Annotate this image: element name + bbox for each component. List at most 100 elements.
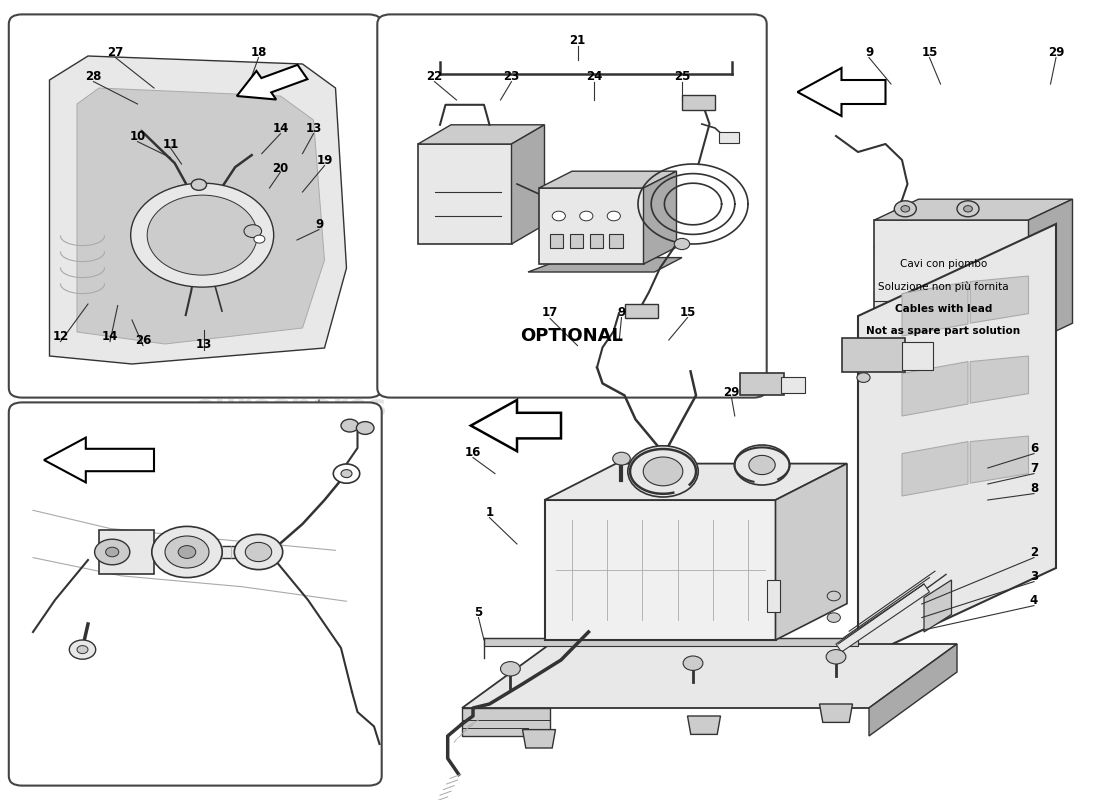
Text: 9: 9 bbox=[617, 306, 626, 318]
Polygon shape bbox=[869, 644, 957, 736]
Text: 4: 4 bbox=[1030, 594, 1038, 606]
Text: 6: 6 bbox=[1030, 442, 1038, 454]
Circle shape bbox=[244, 225, 262, 238]
Circle shape bbox=[957, 201, 979, 217]
Polygon shape bbox=[902, 442, 968, 496]
Text: Not as spare part solution: Not as spare part solution bbox=[866, 326, 1021, 336]
Text: 17: 17 bbox=[542, 306, 558, 318]
Circle shape bbox=[613, 452, 630, 465]
Polygon shape bbox=[798, 68, 886, 116]
Text: 13: 13 bbox=[306, 122, 321, 134]
Bar bbox=[767, 580, 780, 612]
Circle shape bbox=[254, 235, 265, 243]
Polygon shape bbox=[418, 125, 544, 144]
Polygon shape bbox=[462, 708, 550, 736]
Text: 28: 28 bbox=[86, 70, 101, 82]
Circle shape bbox=[894, 201, 916, 217]
Polygon shape bbox=[462, 644, 957, 708]
Text: 15: 15 bbox=[922, 46, 937, 58]
Bar bbox=[988, 282, 1010, 294]
Text: OPTIONAL: OPTIONAL bbox=[520, 327, 624, 345]
Text: 21: 21 bbox=[570, 34, 585, 46]
Bar bbox=[238, 215, 262, 243]
Text: 16: 16 bbox=[465, 446, 481, 458]
Text: 23: 23 bbox=[504, 70, 519, 82]
FancyBboxPatch shape bbox=[9, 402, 382, 786]
Polygon shape bbox=[539, 171, 676, 188]
Polygon shape bbox=[512, 125, 544, 244]
Text: 7: 7 bbox=[1030, 462, 1038, 474]
Bar bbox=[842, 338, 905, 372]
Circle shape bbox=[683, 656, 703, 670]
Circle shape bbox=[152, 526, 222, 578]
Polygon shape bbox=[418, 144, 512, 244]
Polygon shape bbox=[970, 276, 1028, 323]
Bar bbox=[175, 215, 230, 259]
Text: 27: 27 bbox=[108, 46, 123, 58]
Circle shape bbox=[341, 419, 359, 432]
Text: 22: 22 bbox=[427, 70, 442, 82]
Circle shape bbox=[827, 591, 840, 601]
Polygon shape bbox=[836, 584, 930, 652]
Text: Cables with lead: Cables with lead bbox=[894, 304, 992, 314]
Circle shape bbox=[964, 206, 972, 212]
FancyBboxPatch shape bbox=[377, 14, 767, 398]
Text: eurospares: eurospares bbox=[196, 394, 387, 422]
Circle shape bbox=[500, 662, 520, 676]
Text: 14: 14 bbox=[273, 122, 288, 134]
Bar bbox=[550, 234, 563, 248]
Circle shape bbox=[356, 422, 374, 434]
Text: 20: 20 bbox=[273, 162, 288, 174]
Bar bbox=[952, 282, 990, 300]
Polygon shape bbox=[528, 258, 682, 272]
Circle shape bbox=[245, 542, 272, 562]
Circle shape bbox=[178, 546, 196, 558]
Circle shape bbox=[165, 536, 209, 568]
Circle shape bbox=[607, 211, 620, 221]
Text: 25: 25 bbox=[674, 70, 690, 82]
Text: Cavi con piombo: Cavi con piombo bbox=[900, 259, 987, 269]
Circle shape bbox=[552, 211, 565, 221]
Polygon shape bbox=[484, 638, 858, 646]
Circle shape bbox=[147, 195, 257, 275]
Text: 10: 10 bbox=[130, 130, 145, 142]
Text: 9: 9 bbox=[315, 218, 323, 230]
Text: 8: 8 bbox=[1030, 482, 1038, 494]
Bar bbox=[183, 221, 222, 253]
Polygon shape bbox=[924, 580, 952, 632]
Polygon shape bbox=[874, 220, 1028, 344]
Circle shape bbox=[234, 534, 283, 570]
Polygon shape bbox=[544, 464, 847, 500]
Text: 3: 3 bbox=[1030, 570, 1038, 582]
Circle shape bbox=[749, 455, 775, 474]
Circle shape bbox=[95, 539, 130, 565]
Text: 29: 29 bbox=[1048, 46, 1064, 58]
Bar bbox=[625, 304, 658, 318]
Text: 29: 29 bbox=[724, 386, 739, 398]
Bar bbox=[609, 234, 623, 248]
Text: 19: 19 bbox=[317, 154, 332, 166]
Text: 18: 18 bbox=[251, 46, 266, 58]
Polygon shape bbox=[522, 730, 556, 748]
Polygon shape bbox=[902, 362, 968, 416]
Text: 1: 1 bbox=[485, 506, 494, 518]
Text: Soluzione non più fornita: Soluzione non più fornita bbox=[878, 281, 1009, 292]
Bar bbox=[781, 377, 805, 393]
Text: 5: 5 bbox=[474, 606, 483, 618]
Bar bbox=[682, 95, 715, 110]
Circle shape bbox=[341, 470, 352, 478]
Polygon shape bbox=[970, 356, 1028, 403]
Polygon shape bbox=[970, 436, 1028, 483]
Text: 26: 26 bbox=[135, 334, 151, 346]
Circle shape bbox=[644, 457, 683, 486]
Bar bbox=[590, 234, 603, 248]
Polygon shape bbox=[874, 199, 1072, 220]
Circle shape bbox=[901, 206, 910, 212]
Polygon shape bbox=[1028, 199, 1072, 344]
Polygon shape bbox=[544, 500, 776, 640]
Circle shape bbox=[131, 183, 274, 287]
Polygon shape bbox=[44, 438, 154, 482]
Polygon shape bbox=[688, 716, 720, 734]
Text: 14: 14 bbox=[102, 330, 118, 342]
Text: 9: 9 bbox=[865, 46, 873, 58]
